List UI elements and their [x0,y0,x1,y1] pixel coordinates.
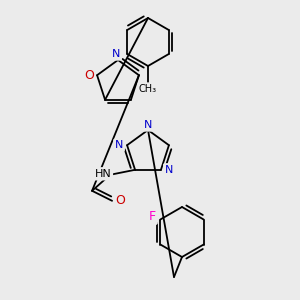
Text: HN: HN [95,169,111,179]
Text: F: F [149,210,156,223]
Text: N: N [115,140,123,150]
Text: N: N [165,165,173,175]
Text: O: O [84,69,94,82]
Text: N: N [112,49,120,59]
Text: O: O [115,194,125,207]
Text: CH₃: CH₃ [139,84,157,94]
Text: N: N [144,120,152,130]
